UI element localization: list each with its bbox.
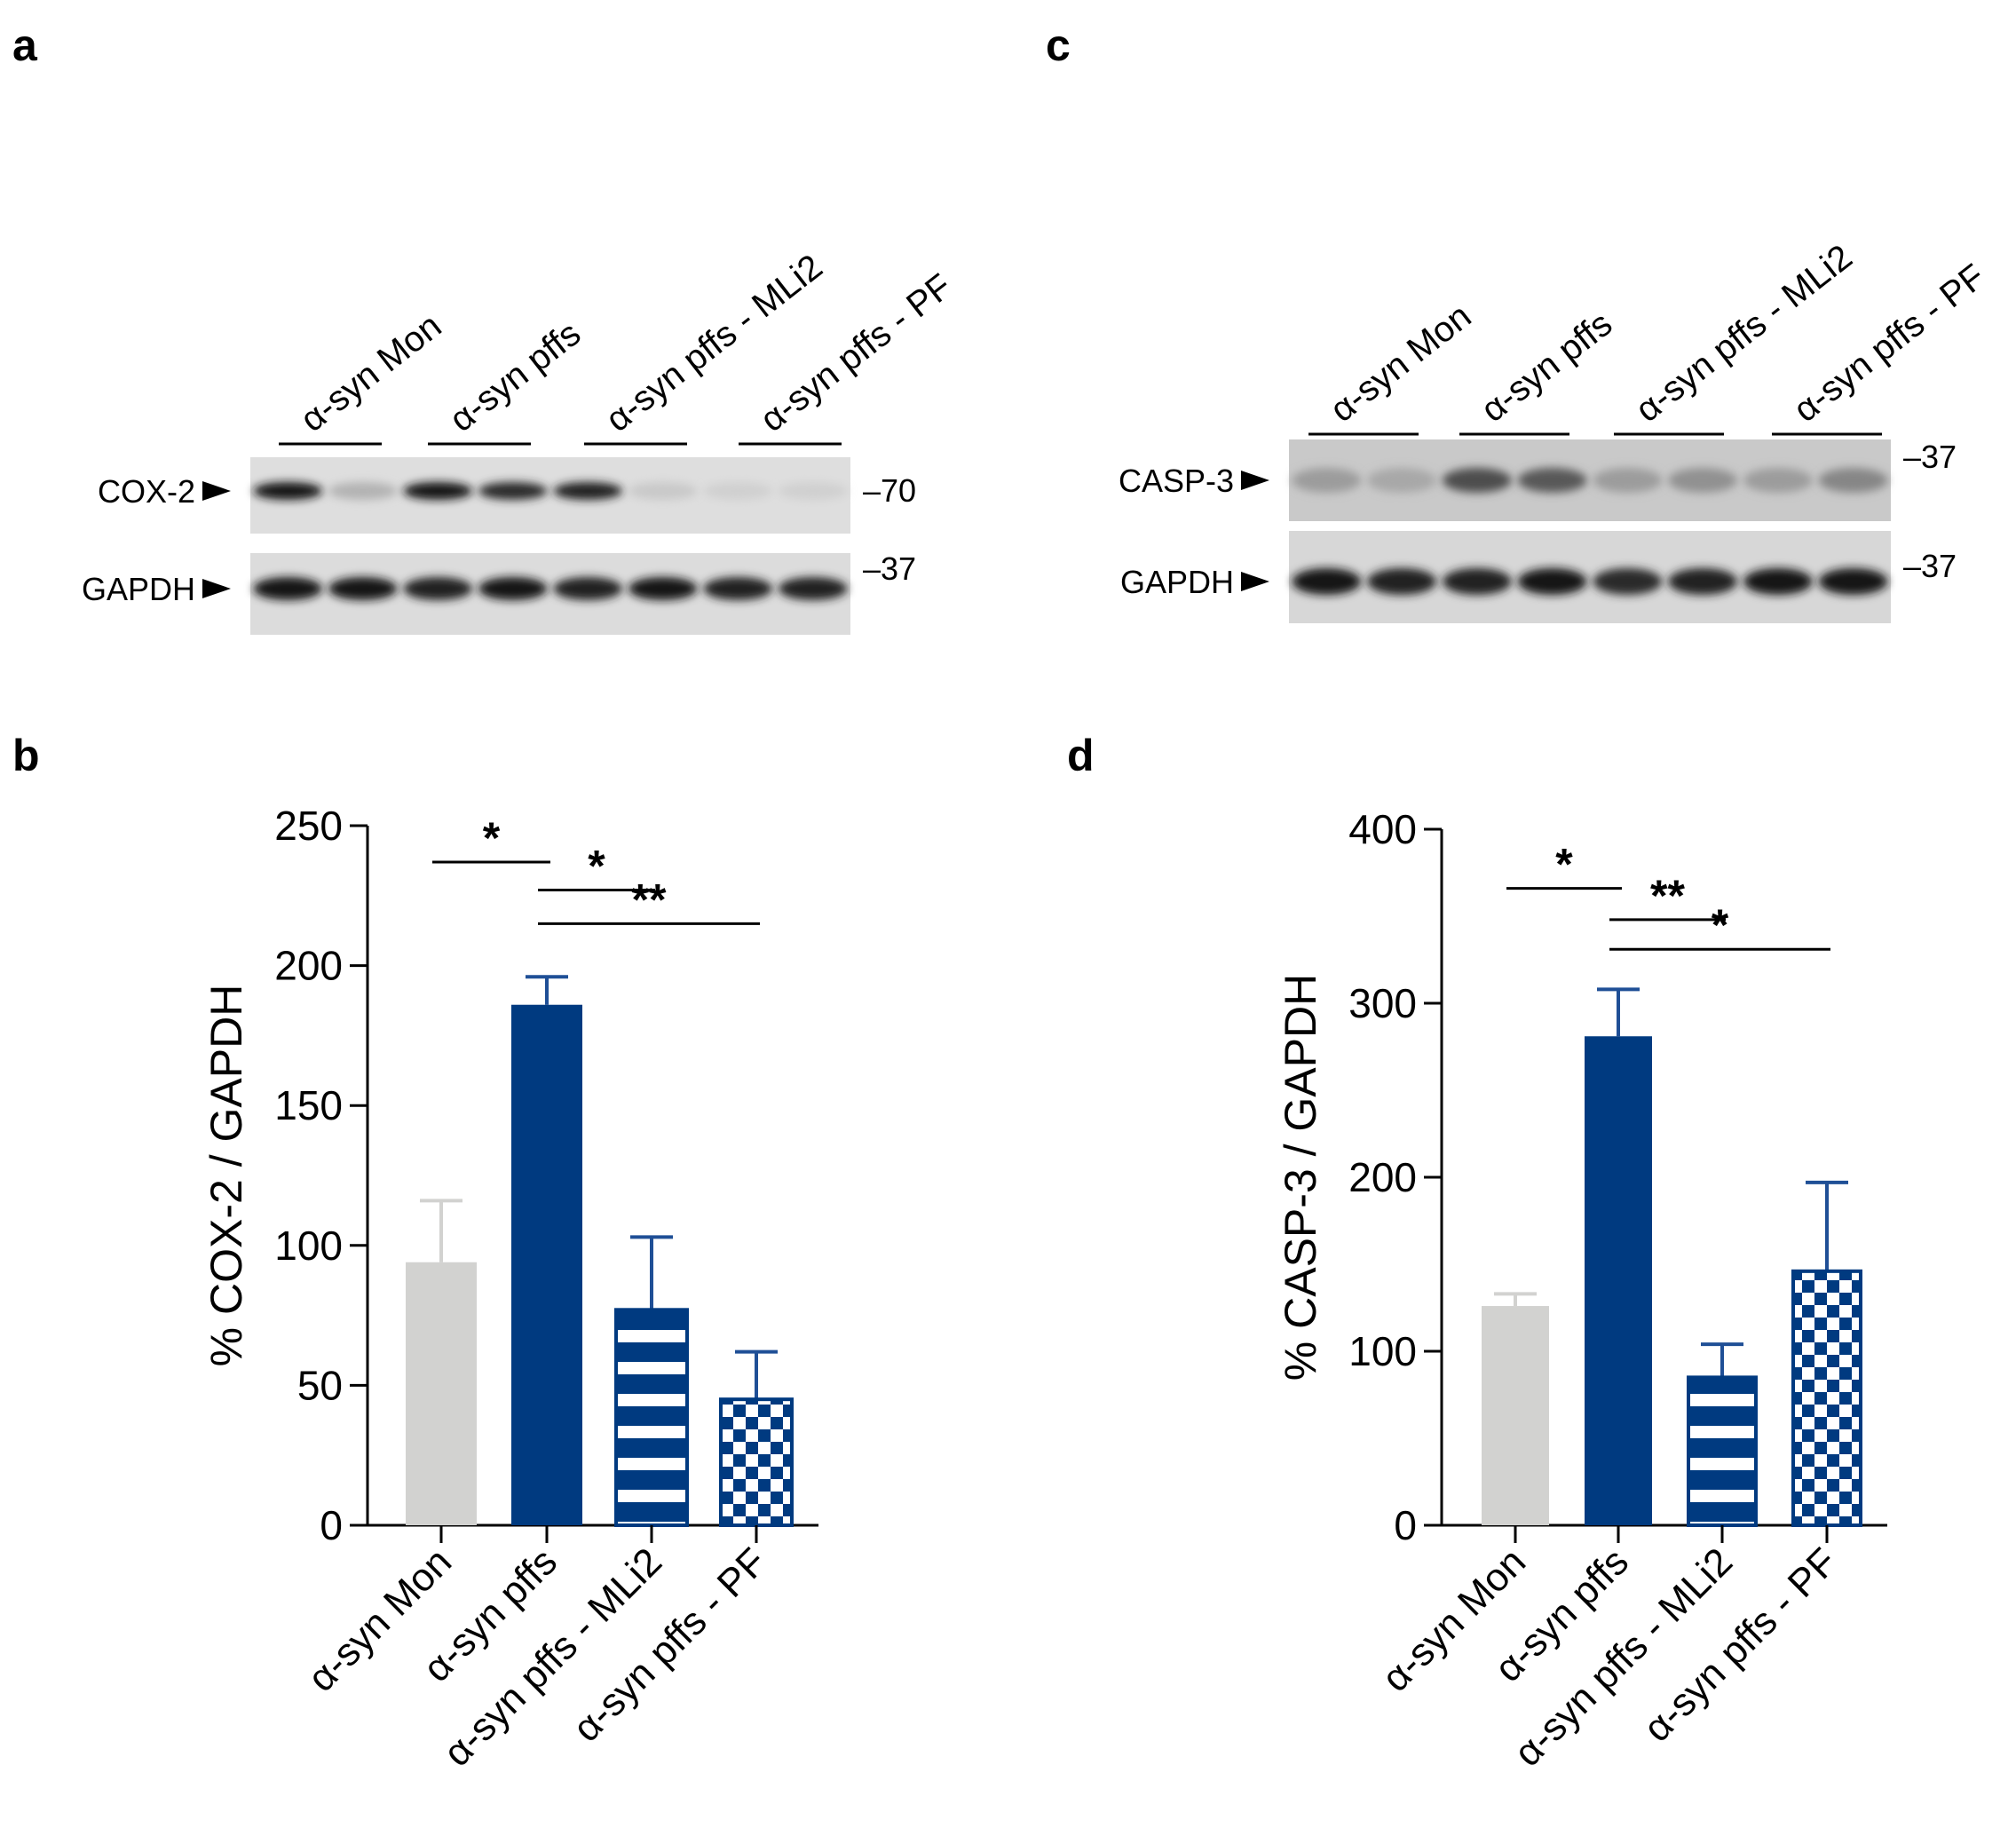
band — [1743, 468, 1813, 493]
band — [1517, 468, 1587, 493]
lane-label: α-syn pffs — [442, 314, 588, 440]
protein-label: COX-2 — [98, 473, 195, 510]
y-axis-label: % CASP-3 / GAPDH — [1276, 974, 1325, 1381]
band — [403, 482, 473, 500]
band — [1442, 568, 1512, 595]
band — [1517, 568, 1587, 595]
band — [403, 577, 473, 600]
band — [328, 577, 398, 600]
band — [1367, 468, 1437, 493]
protein-label: CASP-3 — [1119, 463, 1234, 499]
significance-star: * — [1555, 840, 1573, 890]
y-tick-label: 0 — [1394, 1502, 1417, 1548]
band — [328, 482, 398, 500]
mw-marker: –37 — [863, 550, 916, 587]
band — [1367, 568, 1437, 595]
arrowhead-icon — [1241, 471, 1269, 490]
band — [1668, 468, 1738, 493]
mw-marker: –70 — [863, 472, 916, 509]
lane-label: α-syn pffs — [1474, 305, 1619, 431]
protein-label: GAPDH — [1120, 564, 1234, 600]
y-tick-label: 200 — [274, 943, 343, 989]
band — [478, 482, 548, 500]
bar — [1585, 1036, 1652, 1525]
band — [553, 577, 623, 600]
y-tick-label: 100 — [274, 1223, 343, 1269]
y-tick-label: 150 — [274, 1082, 343, 1128]
band — [1818, 468, 1888, 493]
band — [703, 482, 773, 500]
significance-star: * — [483, 813, 501, 863]
band — [1292, 468, 1362, 493]
bar — [1687, 1375, 1758, 1528]
band — [1593, 468, 1663, 493]
bar — [1791, 1269, 1862, 1527]
significance-star: ** — [632, 874, 667, 924]
band — [1668, 568, 1738, 595]
mw-marker: –37 — [1903, 439, 1957, 475]
panel-label-d: d — [1067, 731, 1095, 780]
lane-label: α-syn Mon — [1323, 297, 1478, 430]
band — [778, 577, 848, 600]
band — [628, 577, 698, 600]
mw-marker: –37 — [1903, 548, 1957, 584]
band — [628, 482, 698, 500]
lane-label: α-syn Mon — [293, 306, 448, 439]
band — [778, 482, 848, 500]
y-tick-label: 200 — [1348, 1154, 1417, 1200]
band — [1593, 568, 1663, 595]
y-tick-label: 300 — [1348, 980, 1417, 1026]
arrowhead-icon — [202, 481, 231, 501]
y-axis-label: % COX-2 / GAPDH — [202, 985, 251, 1367]
arrowhead-icon — [202, 579, 231, 598]
significance-star: * — [588, 841, 605, 890]
y-tick-label: 250 — [274, 803, 343, 849]
x-tick-label: α-syn pffs - PF — [565, 1539, 775, 1750]
band — [1818, 568, 1888, 595]
arrowhead-icon — [1241, 572, 1269, 591]
bar — [511, 1004, 582, 1525]
band — [1292, 568, 1362, 595]
band — [253, 482, 323, 500]
bar — [719, 1397, 794, 1528]
band — [1442, 468, 1512, 493]
y-tick-label: 0 — [320, 1502, 343, 1548]
band — [703, 577, 773, 600]
bar — [1482, 1306, 1549, 1525]
band — [478, 577, 548, 600]
band — [553, 482, 623, 500]
protein-label: GAPDH — [82, 571, 195, 607]
panel-label-c: c — [1046, 20, 1071, 70]
y-tick-label: 100 — [1348, 1328, 1417, 1374]
x-tick-label: α-syn pffs - PF — [1635, 1539, 1846, 1750]
bar — [406, 1262, 477, 1525]
band — [253, 577, 323, 600]
panel-label-a: a — [12, 20, 38, 70]
significance-star: * — [1712, 900, 1729, 950]
panel-label-b: b — [12, 731, 40, 780]
band — [1743, 568, 1813, 595]
bar — [614, 1308, 689, 1528]
y-tick-label: 400 — [1348, 806, 1417, 852]
y-tick-label: 50 — [297, 1362, 343, 1408]
significance-star: ** — [1650, 871, 1685, 921]
